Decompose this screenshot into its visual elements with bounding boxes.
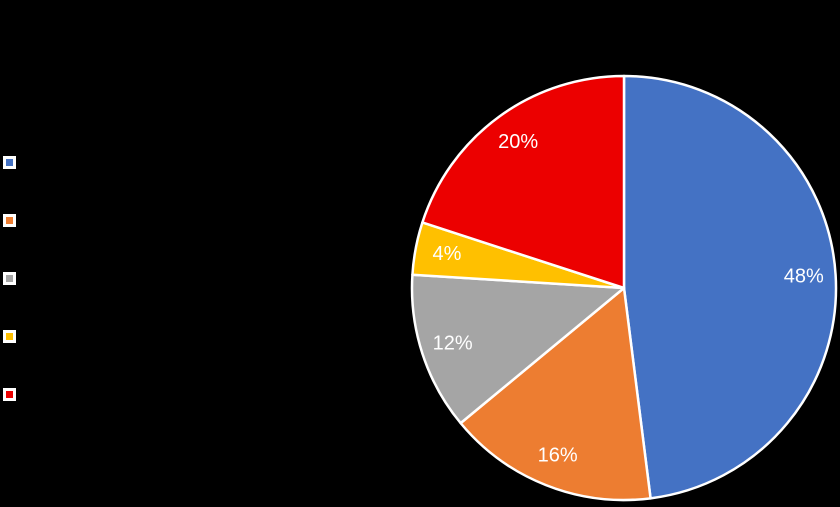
- legend-swatch-2: [3, 272, 16, 285]
- legend-swatch-color-4: [6, 391, 13, 398]
- legend-swatch-1: [3, 214, 16, 227]
- legend-swatch-4: [3, 388, 16, 401]
- chart-legend: [3, 156, 16, 401]
- pie-slice-label-3: 4%: [433, 243, 462, 265]
- legend-swatch-color-3: [6, 333, 13, 340]
- pie-slice-1: [459, 286, 652, 502]
- pie-slice-4: [421, 74, 626, 290]
- pie-slice-0: [622, 74, 838, 500]
- legend-swatch-color-2: [6, 275, 13, 282]
- legend-swatch-color-1: [6, 217, 13, 224]
- pie-slice-label-0: 48%: [784, 266, 824, 288]
- pie-slice-2: [410, 273, 626, 425]
- legend-swatch-3: [3, 330, 16, 343]
- pie-slice-label-4: 20%: [498, 131, 538, 153]
- pie-slice-label-1: 16%: [538, 445, 578, 467]
- legend-swatch-color-0: [6, 159, 13, 166]
- pie-slice-label-2: 12%: [433, 333, 473, 355]
- legend-swatch-0: [3, 156, 16, 169]
